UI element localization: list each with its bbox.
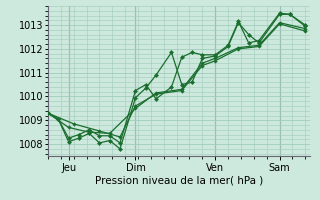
X-axis label: Pression niveau de la mer( hPa ): Pression niveau de la mer( hPa ) — [95, 176, 263, 186]
